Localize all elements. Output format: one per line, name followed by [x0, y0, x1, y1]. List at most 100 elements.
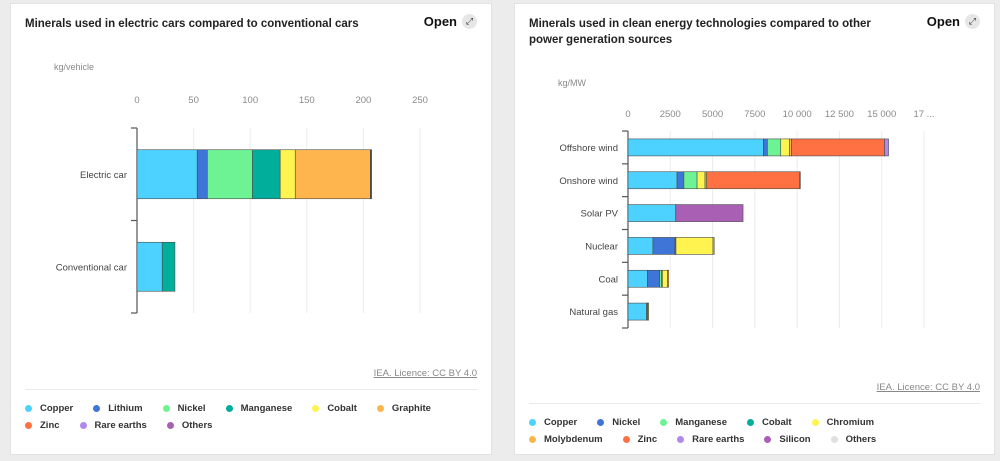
bar-segment-copper[interactable] — [627, 269, 648, 288]
legend-item-zinc[interactable]: Zinc — [622, 434, 658, 445]
bar-segment-manganese[interactable] — [767, 138, 782, 157]
legend-label: Copper — [40, 403, 74, 414]
legend-item-cobalt[interactable]: Cobalt — [312, 403, 357, 414]
category-label: Solar PV — [581, 209, 619, 220]
category-label: Offshore wind — [560, 143, 618, 154]
bar-segment-chromium[interactable] — [675, 237, 714, 255]
bar-segment-chromium[interactable] — [647, 302, 650, 321]
legend-item-nickel[interactable]: Nickel — [162, 403, 206, 414]
x-tick-label: 50 — [188, 95, 199, 106]
legend-label: Zinc — [637, 434, 658, 445]
x-tick-label: 12 500 — [825, 109, 854, 120]
category-label: Nuclear — [585, 241, 618, 252]
legend-item-rare-earths[interactable]: Rare earths — [79, 420, 147, 431]
bar-segment-molybdenum[interactable] — [667, 269, 669, 288]
bar-chart: kg/vehicle 0 50 100 150 200 250 Electric car Con… — [54, 62, 428, 314]
bar-segment-chromium[interactable] — [662, 269, 668, 288]
legend-label: Others — [181, 420, 213, 431]
legend-item-manganese[interactable]: Manganese — [225, 403, 292, 414]
bar-segment-copper[interactable] — [136, 149, 198, 200]
legend-item-copper[interactable]: Copper — [529, 417, 577, 428]
bar-segment-nickel[interactable] — [647, 269, 660, 288]
legend-item-chromium[interactable]: Chromium — [811, 417, 874, 428]
bar-segment-zinc[interactable] — [706, 171, 801, 190]
legend-item-copper[interactable]: Copper — [25, 403, 73, 414]
bar-segment-rare-earths[interactable] — [799, 171, 801, 190]
legend-dot-icon — [162, 405, 170, 412]
bar-segment-copper[interactable] — [136, 241, 163, 292]
legend-item-silicon[interactable]: Silicon — [764, 434, 811, 445]
legend-item-molybdenum[interactable]: Molybdenum — [529, 434, 603, 445]
legend-item-others[interactable]: Others — [830, 434, 877, 445]
bar-segment-nickel[interactable] — [763, 138, 768, 157]
bar-segment-cobalt[interactable] — [279, 149, 296, 200]
x-tick-label: 15 000 — [867, 109, 896, 120]
legend-dot-icon — [166, 422, 174, 429]
x-tick-label: 5000 — [702, 109, 723, 120]
legend-label: Nickel — [612, 417, 641, 428]
legend-item-graphite[interactable]: Graphite — [376, 403, 431, 414]
x-tick-label: 0 — [625, 109, 630, 120]
bar-segment-copper[interactable] — [627, 237, 654, 255]
legend-item-lithium[interactable]: Lithium — [93, 403, 143, 414]
legend-item-cobalt[interactable]: Cobalt — [747, 417, 792, 428]
legend-item-nickel[interactable]: Nickel — [597, 417, 640, 428]
legend-item-rare-earths[interactable]: Rare earths — [677, 434, 744, 445]
bar-segment-silicon[interactable] — [675, 204, 744, 222]
legend-label: Molybdenum — [544, 434, 603, 445]
category-label: Conventional car — [56, 262, 127, 273]
legend-dot-icon — [25, 405, 32, 412]
legend-label: Cobalt — [327, 403, 357, 414]
legend-item-others[interactable]: Others — [166, 420, 213, 431]
legend-dot-icon — [79, 422, 87, 429]
legend-item-manganese[interactable]: Manganese — [660, 417, 727, 428]
bar-segment-zinc[interactable] — [791, 138, 885, 157]
x-tick-label: 0 — [134, 95, 139, 106]
legend-label: Cobalt — [762, 417, 792, 428]
bar-segment-nickel[interactable] — [652, 237, 676, 255]
x-tick-label: 250 — [412, 95, 428, 106]
open-label: Open — [423, 14, 457, 29]
legend-label: Manganese — [675, 417, 727, 428]
legend-label: Rare earths — [94, 420, 147, 431]
x-tick-label: 100 — [242, 95, 258, 106]
bar-segment-chromium[interactable] — [696, 171, 706, 190]
open-button[interactable]: Open ⤢ — [927, 14, 980, 29]
source-credit-link[interactable]: IEA. Licence: CC BY 4.0 — [373, 368, 477, 379]
legend-label: Others — [845, 434, 877, 445]
legend-dot-icon — [529, 436, 536, 443]
bar-segment-chromium[interactable] — [780, 138, 790, 157]
x-tick-label: 200 — [355, 95, 371, 106]
open-label: Open — [926, 14, 960, 29]
bar-segment-graphite[interactable] — [294, 149, 371, 200]
bar-segment-nickel[interactable] — [676, 171, 685, 190]
bar-segment-lithium[interactable] — [196, 149, 208, 200]
bar-segment-molybdenum[interactable] — [712, 237, 715, 255]
x-tick-label: 17 ... — [913, 109, 934, 120]
legend-dot-icon — [312, 405, 320, 412]
legend-dot-icon — [597, 419, 605, 426]
legend-dot-icon — [747, 419, 754, 426]
bar-segment-copper[interactable] — [627, 204, 677, 222]
bar-segment-manganese[interactable] — [161, 241, 176, 292]
legend-dot-icon — [529, 419, 536, 426]
bar-segment-nickel[interactable] — [206, 149, 253, 200]
expand-icon: ⤢ — [462, 14, 477, 29]
bar-segment-manganese[interactable] — [683, 171, 698, 190]
bar-segment-copper[interactable] — [627, 171, 678, 190]
x-tick-label: 150 — [299, 95, 315, 106]
legend-dot-icon — [376, 405, 384, 412]
bar-segment-rare-earths[interactable] — [884, 138, 889, 157]
bar-segment-manganese[interactable] — [252, 149, 281, 200]
x-tick-label: 7500 — [744, 109, 765, 120]
open-button[interactable]: Open ⤢ — [424, 14, 477, 29]
legend-label: Silicon — [779, 434, 811, 445]
legend-divider — [25, 389, 477, 390]
source-credit-link[interactable]: IEA. Licence: CC BY 4.0 — [876, 382, 980, 393]
bar-segment-copper[interactable] — [627, 138, 764, 157]
chart-panel-power-generation: Minerals used in clean energy technologi… — [514, 3, 995, 455]
bar-segment-others[interactable] — [370, 149, 372, 200]
axis-unit-label: kg/vehicle — [54, 62, 94, 72]
legend-item-zinc[interactable]: Zinc — [25, 420, 60, 431]
bar-segment-copper[interactable] — [627, 302, 647, 321]
